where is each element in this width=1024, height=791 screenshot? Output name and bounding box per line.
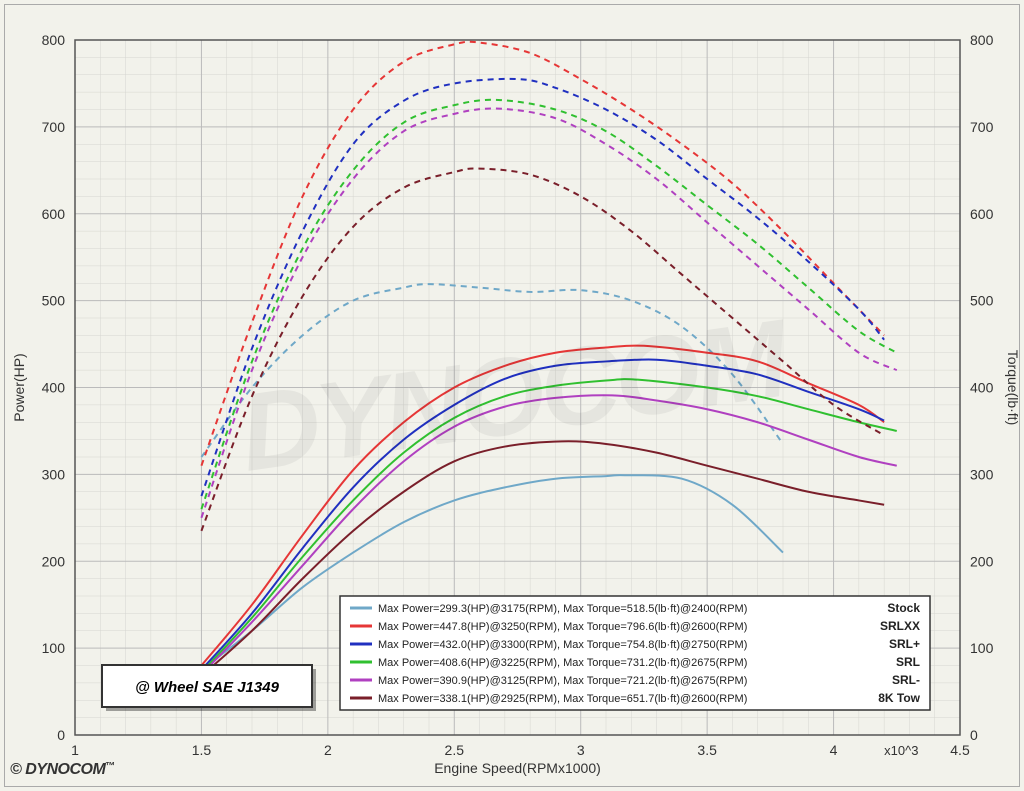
outer-frame bbox=[4, 4, 1020, 787]
brand-footer: © DYNOCOM™ bbox=[10, 761, 115, 779]
brand-text: © DYNOCOM bbox=[10, 761, 105, 778]
brand-tm: ™ bbox=[105, 761, 115, 772]
